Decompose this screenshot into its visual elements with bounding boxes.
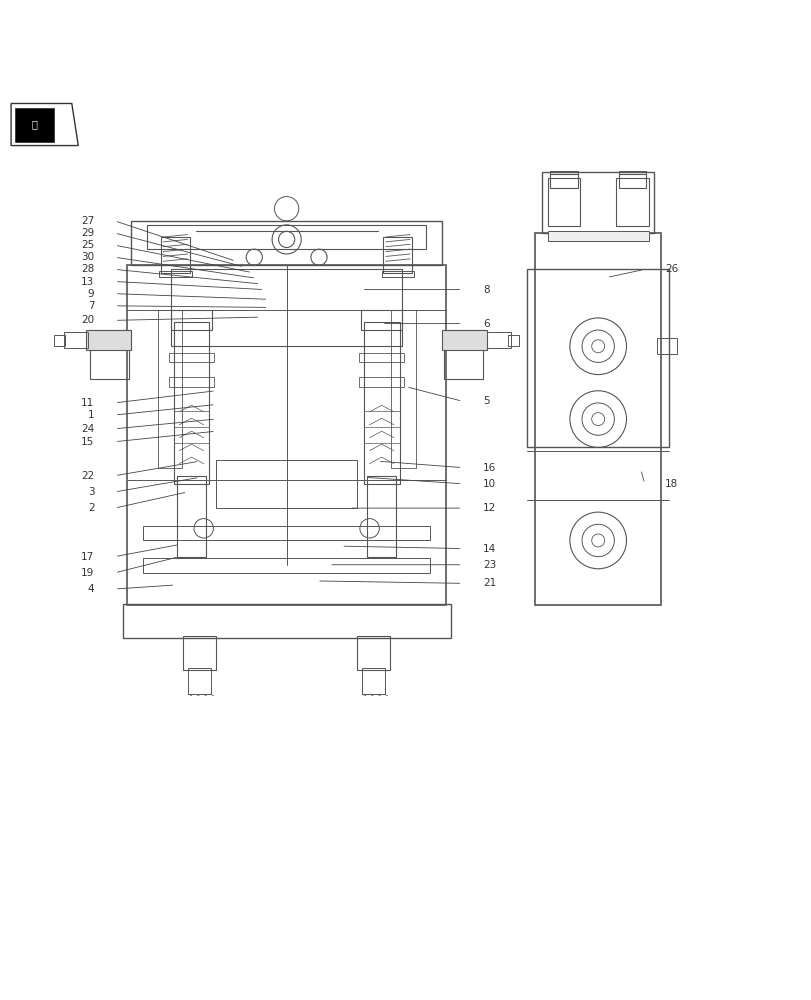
Text: 16: 16	[483, 463, 496, 473]
Text: 🔧: 🔧	[32, 120, 37, 130]
Text: 29: 29	[81, 228, 94, 238]
Bar	[127, 265, 446, 605]
Bar	[391, 310, 415, 468]
Text: 18: 18	[664, 479, 677, 489]
Text: 22: 22	[81, 471, 94, 481]
Text: 7: 7	[88, 301, 94, 311]
Text: 6: 6	[483, 319, 489, 329]
Bar	[362, 668, 384, 694]
Bar	[358, 377, 404, 387]
Text: 30: 30	[81, 252, 94, 262]
Text: 17: 17	[81, 552, 94, 562]
Bar	[367, 476, 396, 557]
Bar	[357, 636, 389, 670]
Bar	[616, 178, 648, 226]
Bar	[383, 237, 412, 273]
Bar	[122, 604, 450, 638]
Text: 13: 13	[81, 277, 94, 287]
Bar	[487, 332, 511, 348]
Bar	[86, 330, 131, 350]
Text: 1: 1	[88, 410, 94, 420]
Text: 23: 23	[483, 560, 496, 570]
Bar	[381, 271, 414, 277]
Text: 21: 21	[483, 578, 496, 588]
Bar	[131, 221, 442, 265]
Bar	[541, 172, 654, 233]
Text: 8: 8	[483, 285, 489, 295]
Bar	[618, 171, 646, 178]
Text: 15: 15	[81, 437, 94, 447]
Bar	[54, 335, 65, 346]
Text: 26: 26	[664, 264, 677, 274]
Bar	[171, 269, 401, 346]
Bar	[216, 460, 357, 508]
Bar	[161, 237, 190, 273]
Bar	[363, 322, 399, 484]
Bar	[63, 332, 88, 348]
Text: 19: 19	[81, 568, 94, 578]
Bar	[358, 353, 404, 362]
Text: 3: 3	[88, 487, 94, 497]
Bar	[143, 526, 430, 540]
Text: 20: 20	[81, 315, 94, 325]
Bar	[183, 636, 216, 670]
Bar	[534, 233, 660, 605]
Bar	[618, 174, 646, 188]
Bar	[547, 178, 579, 226]
Bar	[157, 310, 182, 468]
Text: 5: 5	[483, 396, 489, 406]
Bar	[169, 377, 214, 387]
Bar	[361, 310, 401, 330]
Text: 25: 25	[81, 240, 94, 250]
Text: 14: 14	[483, 544, 496, 554]
Text: 4: 4	[88, 584, 94, 594]
Bar	[147, 225, 426, 249]
Text: 2: 2	[88, 503, 94, 513]
Bar	[90, 330, 129, 379]
Bar	[159, 271, 191, 277]
Bar	[169, 353, 214, 362]
Text: 10: 10	[483, 479, 496, 489]
Bar	[547, 231, 648, 241]
Bar	[444, 330, 483, 379]
Text: 28: 28	[81, 264, 94, 274]
Text: 12: 12	[483, 503, 496, 513]
Bar	[15, 108, 54, 142]
Bar	[549, 171, 577, 178]
Bar	[442, 330, 487, 350]
Bar	[549, 174, 577, 188]
Bar	[143, 558, 430, 573]
Bar	[526, 269, 668, 447]
Text: 9: 9	[88, 289, 94, 299]
Text: 27: 27	[81, 216, 94, 226]
Polygon shape	[11, 103, 78, 146]
Bar	[174, 322, 209, 484]
Text: 24: 24	[81, 424, 94, 434]
Bar	[171, 310, 212, 330]
Bar	[188, 668, 211, 694]
Bar	[508, 335, 519, 346]
Bar	[177, 476, 206, 557]
Text: 11: 11	[81, 398, 94, 408]
Bar	[656, 338, 676, 354]
